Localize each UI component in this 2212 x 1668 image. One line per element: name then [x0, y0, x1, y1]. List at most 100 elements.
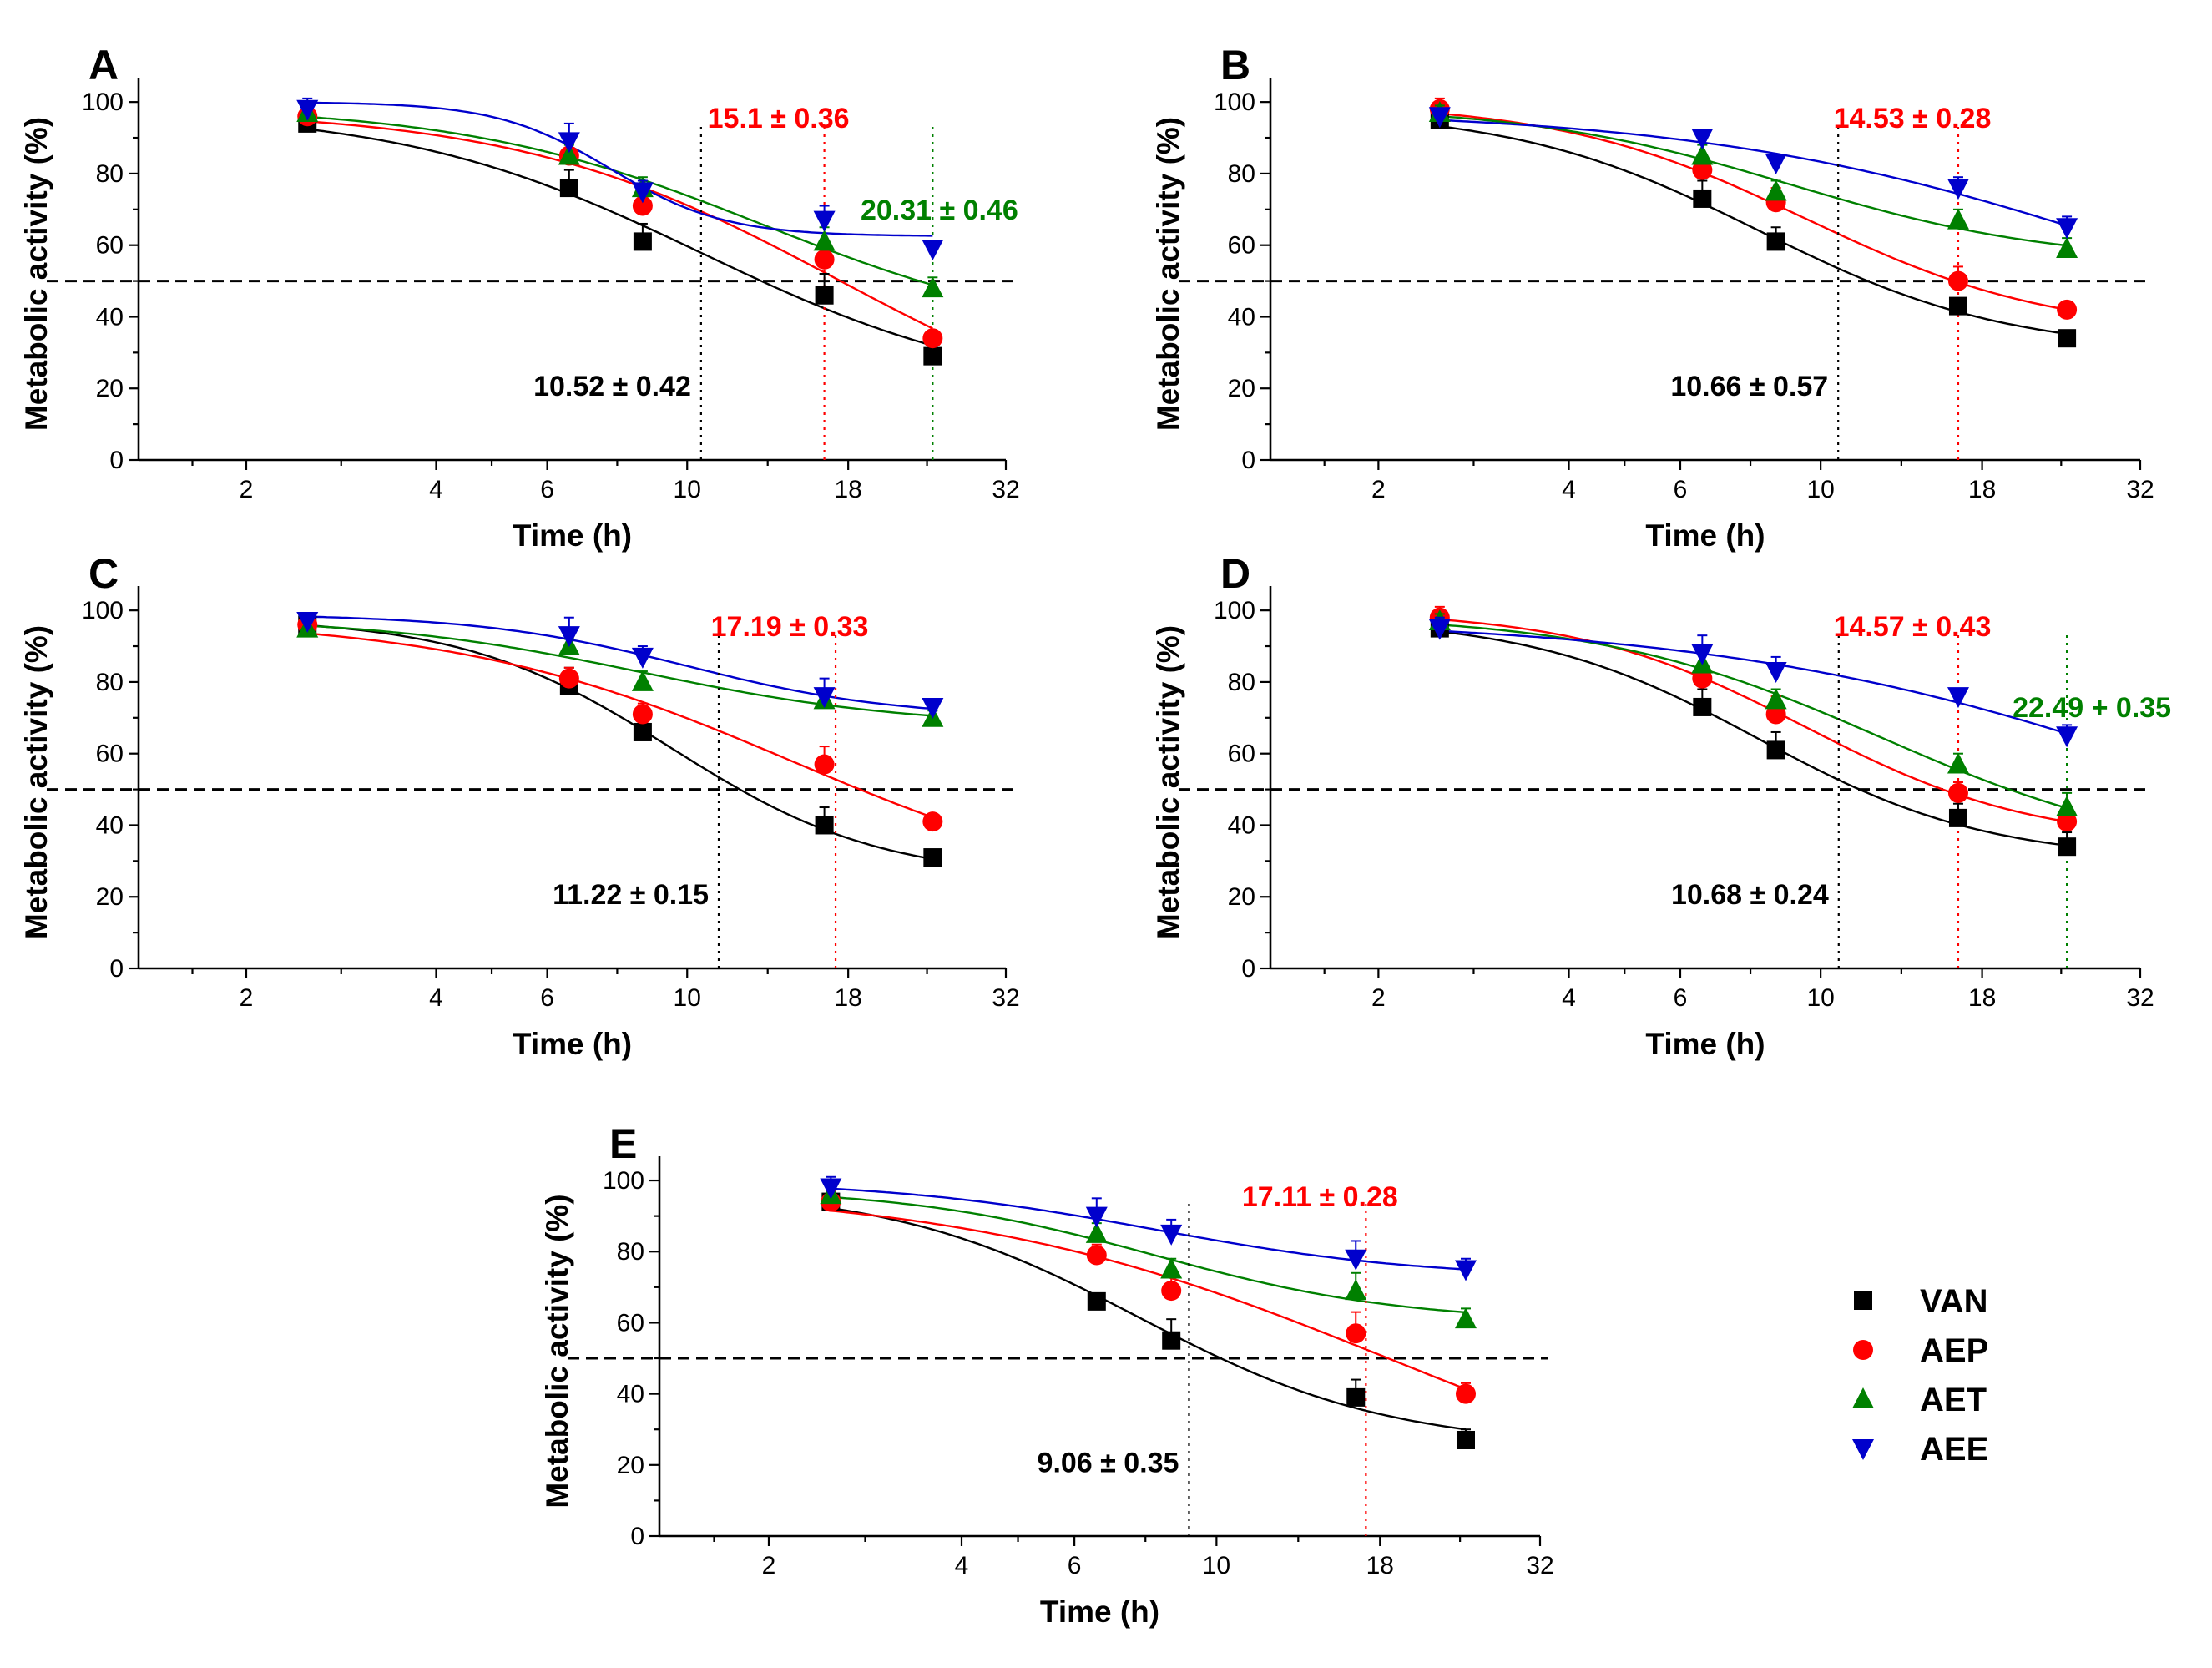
x-tick-label: 2 [1371, 476, 1386, 503]
data-point-aep [922, 811, 943, 832]
x-tick-label: 6 [540, 476, 554, 503]
data-point-aep [632, 195, 653, 216]
data-point-aet [1160, 1257, 1183, 1279]
data-point-aet [1947, 752, 1969, 774]
data-point-aep [1086, 1245, 1107, 1266]
panel-letter: D [1220, 550, 1250, 597]
x-tick-label: 10 [1806, 984, 1834, 1012]
data-point-aet [631, 670, 654, 691]
fit-curve-aep [307, 120, 933, 330]
x-tick-label: 4 [1562, 984, 1576, 1012]
data-point-aep [1692, 668, 1713, 689]
y-tick-label: 20 [96, 375, 124, 402]
data-point-aet [1345, 1279, 1367, 1301]
data-point-aee [558, 132, 580, 154]
data-point-van [2058, 329, 2077, 348]
data-point-van [815, 286, 834, 305]
data-point-aet [1947, 208, 1969, 230]
data-point-aee [1947, 179, 1969, 200]
x-tick-label: 10 [674, 476, 701, 503]
x-tick-label: 18 [834, 476, 861, 503]
data-point-aet [1765, 179, 1787, 201]
x-tick-label: 32 [2126, 984, 2154, 1012]
data-point-aee [1765, 662, 1787, 684]
x-tick-label: 6 [1674, 476, 1688, 503]
ic50-label-van: 11.22 ± 0.15 [553, 879, 709, 911]
fit-curve-aee [307, 101, 933, 237]
data-point-aep [2057, 299, 2078, 320]
data-point-van [1693, 697, 1712, 716]
panel-e: E 0 20 40 60 80 100 2 4 6 10 18 32 Time (h) Metabolic … [540, 1120, 1554, 1629]
panel-letter: B [1220, 42, 1250, 88]
ic50-label-van: 10.66 ± 0.57 [1670, 371, 1828, 402]
data-point-aee [2056, 726, 2078, 748]
y-tick-label: 60 [96, 232, 124, 260]
data-point-van [1948, 808, 1967, 827]
data-point-aet [1085, 1221, 1108, 1243]
data-point-van [2058, 837, 2077, 857]
panel-letter: C [88, 550, 119, 597]
x-tick-label: 32 [2126, 476, 2154, 503]
y-tick-label: 80 [617, 1238, 644, 1266]
data-point-aet [813, 230, 836, 251]
data-point-aep [1455, 1383, 1476, 1404]
fit-curve-aet [1439, 115, 2068, 247]
fit-curve-aee [1439, 119, 2068, 227]
data-point-van [633, 232, 652, 251]
data-point-aee [1691, 644, 1714, 665]
y-tick-label: 40 [617, 1381, 644, 1408]
data-point-aee [296, 99, 319, 121]
data-point-aee [1691, 129, 1714, 150]
fit-curve-aet [831, 1195, 1467, 1314]
fit-curve-aep [1439, 618, 2068, 823]
legend-marker-aep [1853, 1340, 1873, 1360]
ic50-label-van: 9.06 ± 0.35 [1038, 1447, 1179, 1478]
fit-curve-aet [307, 115, 933, 286]
data-point-aep [1346, 1323, 1366, 1344]
x-tick-label: 6 [1068, 1552, 1082, 1580]
panel-a: A 0 20 40 60 80 100 2 4 6 10 18 32 Time (h) Metabolic … [19, 42, 1020, 553]
data-point-van [815, 816, 834, 835]
y-axis-title: Metabolic activity (%) [19, 625, 53, 939]
y-tick-label: 40 [1228, 303, 1255, 331]
x-axis-title: Time (h) [513, 1027, 632, 1061]
data-point-van [923, 346, 942, 366]
data-point-aet [558, 144, 580, 165]
panel-c: C 0 20 40 60 80 100 2 4 6 10 18 32 Time (h) Metabolic … [19, 550, 1020, 1061]
y-tick-label: 0 [630, 1523, 644, 1550]
y-tick-label: 100 [603, 1167, 644, 1195]
y-tick-label: 40 [96, 303, 124, 331]
y-tick-label: 100 [1214, 88, 1255, 116]
x-axis-title: Time (h) [513, 518, 632, 553]
data-point-aee [296, 612, 319, 634]
y-tick-label: 80 [96, 669, 124, 696]
data-point-van [923, 848, 942, 867]
x-tick-label: 10 [1806, 476, 1834, 503]
data-point-aet [1454, 1307, 1477, 1329]
panel-letter: A [88, 42, 119, 88]
x-tick-label: 2 [762, 1552, 776, 1580]
x-tick-label: 18 [834, 984, 861, 1012]
data-point-aep [1947, 782, 1968, 803]
legend-label-van: VAN [1920, 1283, 1987, 1320]
data-point-aee [820, 1178, 842, 1200]
fit-curve-aep [307, 632, 933, 819]
data-point-aet [1765, 688, 1787, 710]
ic50-label-aep: 17.11 ± 0.28 [1242, 1181, 1398, 1213]
y-axis-title: Metabolic activity (%) [1151, 625, 1185, 939]
legend: VAN AEP AET AEE [1852, 1283, 1988, 1468]
y-tick-label: 40 [1228, 811, 1255, 839]
fit-curve-van [307, 624, 933, 861]
data-point-aet [922, 276, 944, 298]
data-point-van [1948, 296, 1967, 316]
data-point-aep [1161, 1281, 1182, 1302]
x-axis-title: Time (h) [1645, 518, 1765, 553]
data-point-aep [2057, 811, 2078, 832]
y-tick-label: 80 [1228, 160, 1255, 188]
data-point-van [559, 179, 578, 198]
ic50-label-aep: 15.1 ± 0.36 [708, 103, 850, 134]
y-tick-label: 0 [1241, 955, 1255, 983]
ic50-label-aep: 14.53 ± 0.28 [1834, 103, 1992, 134]
legend-label-aee: AEE [1920, 1431, 1988, 1468]
